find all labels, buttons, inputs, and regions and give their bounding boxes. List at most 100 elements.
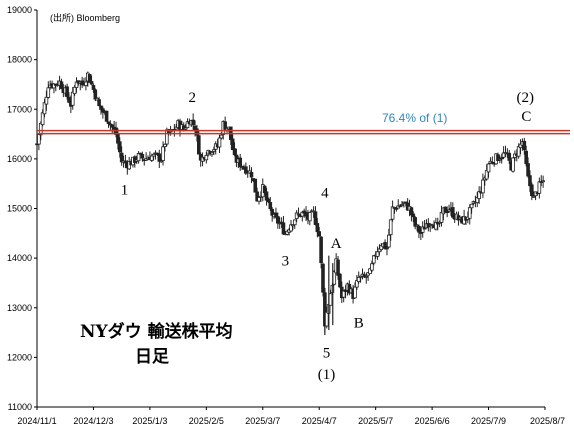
candle-body — [324, 311, 329, 327]
candle-body — [238, 157, 243, 168]
source-note: (出所) Bloomberg — [50, 12, 120, 23]
candle-body — [420, 226, 425, 233]
x-tick-label: 2024/11/1 — [17, 416, 56, 426]
candle-body — [219, 134, 224, 139]
candle-body — [328, 293, 333, 306]
candle-body — [91, 85, 96, 90]
candle-body — [44, 96, 49, 105]
candle-body — [477, 191, 481, 199]
wave-label: C — [521, 109, 531, 125]
wave-label: 2 — [188, 90, 196, 106]
reference-line-group: 76.4% of (1) — [37, 111, 570, 135]
candle-body — [217, 137, 222, 148]
candle-body — [264, 191, 269, 201]
y-tick-label: 13000 — [7, 303, 32, 313]
candle-body — [37, 134, 41, 145]
candle-body — [281, 222, 286, 235]
candle-body — [59, 81, 64, 89]
candle-body — [46, 87, 51, 98]
candle-body — [257, 197, 261, 202]
candle-body — [40, 112, 45, 125]
wave-label: B — [354, 316, 364, 332]
candle-body — [266, 198, 271, 203]
candle-body — [276, 216, 280, 224]
candle-body — [447, 209, 451, 212]
candle-body — [507, 152, 512, 161]
candle-body — [498, 158, 502, 161]
y-tick-label: 11000 — [8, 402, 32, 412]
candle-body — [338, 273, 342, 288]
candle-body — [341, 290, 346, 298]
candle-body — [97, 99, 101, 107]
candle-body — [268, 202, 273, 209]
candle-body — [413, 217, 417, 227]
candle-body — [255, 191, 259, 202]
candle-body — [292, 219, 297, 226]
candle-body — [383, 242, 387, 249]
candle-body — [524, 150, 528, 165]
candle-body — [72, 86, 77, 95]
candle-body — [313, 211, 318, 225]
candle-body — [84, 81, 88, 86]
x-tick-label: 2025/1/3 — [132, 416, 167, 426]
candlestick-series — [35, 71, 545, 336]
wave-label: 3 — [282, 254, 290, 270]
x-axis: 2024/11/1 2024/12/3 2025/1/3 2025/2/5 2025/3… — [17, 406, 565, 426]
y-tick-label: 16000 — [7, 154, 32, 164]
candle-body — [197, 135, 201, 155]
candle-body — [469, 203, 474, 209]
candle-body — [375, 251, 380, 257]
wave-labels: 1 2 3 4 A B 5 (1) (2) C — [121, 90, 534, 383]
candle-body — [140, 154, 145, 159]
candle-body — [163, 143, 167, 147]
candle-body — [355, 280, 359, 288]
candle-body — [161, 146, 165, 161]
candle-body — [249, 171, 254, 178]
y-tick-label: 14000 — [7, 253, 32, 263]
candle-body — [232, 148, 237, 156]
candle-body — [151, 153, 156, 157]
candle-body — [526, 163, 530, 177]
candle-body — [356, 276, 361, 282]
y-axis: 11000 12000 13000 14000 15000 16000 17000 18000… — [7, 5, 38, 412]
candle-body — [371, 255, 376, 264]
candle-body — [244, 166, 248, 174]
candle-body — [212, 149, 216, 152]
candle-body — [336, 259, 340, 276]
x-tick-label: 2025/5/7 — [358, 416, 393, 426]
candle-body — [531, 195, 536, 198]
wave-label: (2) — [516, 90, 534, 106]
candle-body — [70, 91, 75, 106]
x-tick-label: 2025/4/7 — [302, 416, 337, 426]
y-tick-label: 12000 — [7, 352, 32, 362]
candle-body — [136, 153, 141, 162]
candle-body — [528, 175, 532, 187]
candle-body — [123, 160, 128, 164]
candle-body — [149, 155, 154, 161]
x-tick-label: 2025/6/6 — [415, 416, 450, 426]
candle-body — [104, 110, 109, 122]
candle-body — [93, 89, 98, 100]
candle-body — [317, 231, 322, 237]
candle-body — [388, 219, 393, 236]
candle-body — [65, 86, 69, 97]
candle-body — [223, 121, 227, 130]
candle-body — [409, 207, 414, 216]
x-tick-label: 2025/7/9 — [471, 416, 506, 426]
wave-label: 4 — [321, 186, 329, 202]
candle-body — [364, 276, 369, 278]
candle-body — [308, 212, 312, 222]
candle-body — [315, 223, 320, 233]
candle-body — [537, 181, 542, 194]
wave-label: (1) — [318, 367, 336, 383]
candle-body — [253, 178, 258, 193]
candle-body — [451, 207, 455, 218]
x-tick-label: 2025/3/7 — [245, 416, 280, 426]
y-tick-label: 19000 — [7, 5, 32, 15]
candle-body — [191, 119, 195, 126]
candle-body — [481, 179, 485, 194]
candle-body — [415, 224, 419, 227]
chart-title-line-2: 日足 — [135, 347, 169, 367]
x-tick-label: 2025/8/7 — [530, 416, 565, 426]
